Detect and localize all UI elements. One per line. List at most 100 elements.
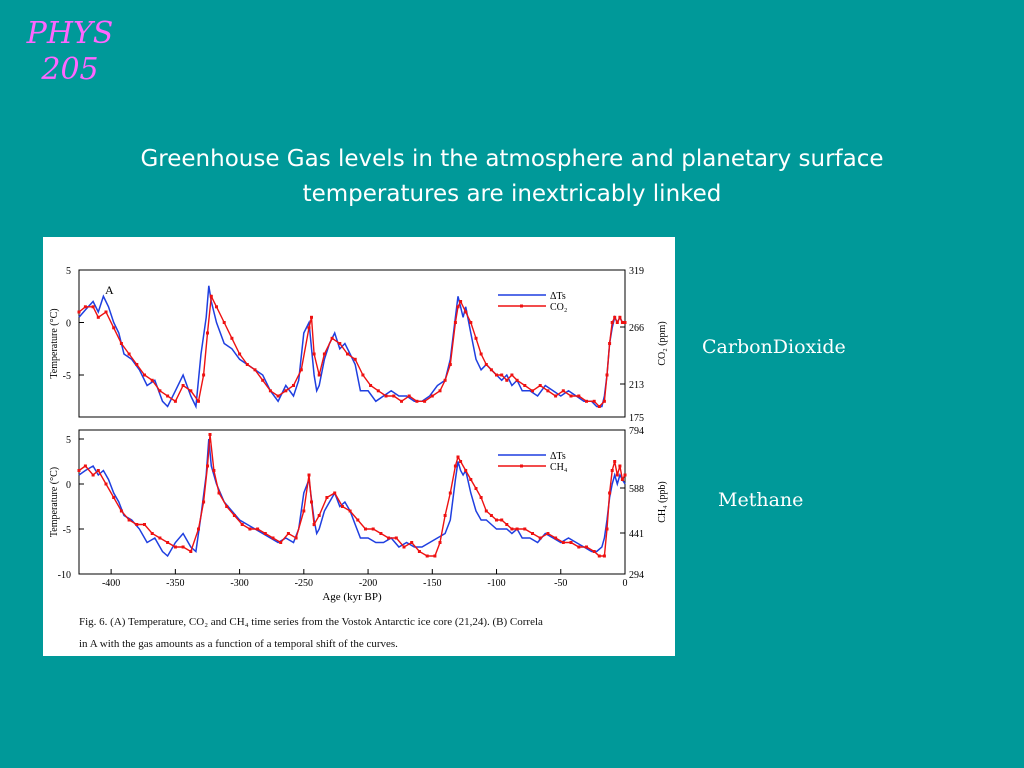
panel-1-gas-point: [515, 378, 519, 382]
panel-1-gas-point: [253, 368, 257, 372]
panel-2-gas-point: [387, 536, 391, 540]
panel-1-gas-point: [173, 399, 177, 403]
panel-1-gas-point: [206, 331, 209, 335]
panel-1-gas-point: [112, 326, 116, 330]
panel-1-gas-point: [484, 363, 488, 366]
panel-2-gas-point: [112, 496, 116, 499]
panel-2-gas-point: [585, 545, 588, 549]
panel-1-gas-point: [392, 394, 396, 398]
panel-2-y2-tick-label: 441: [629, 529, 644, 540]
panel-2-gas-point: [310, 500, 313, 504]
panel-2-gas-point: [577, 545, 581, 549]
panel-2-gas-point: [433, 554, 437, 558]
panel-1-y-axis-label: Temperature (°C): [49, 308, 60, 378]
panel-2-gas-point: [364, 527, 367, 531]
panel-2-gas-point: [569, 541, 573, 544]
panel-2-gas-point: [286, 532, 290, 535]
panel-2-gas-point: [173, 545, 177, 549]
panel-1-y2-axis-label: CO₂ (ppm): [657, 321, 668, 365]
panel-2-gas-point: [96, 469, 100, 472]
panel-1-gas-point: [307, 326, 311, 330]
panel-2-gas-point: [438, 541, 442, 544]
panel-1-gas-point: [505, 378, 509, 382]
panel-2-gas-point: [225, 505, 229, 508]
panel-1-gas-point: [245, 363, 249, 366]
panel-1-gas-point: [546, 389, 550, 393]
panel-1-gas-point: [577, 394, 581, 398]
panel-2-gas-point: [379, 532, 383, 535]
logo-line-1: PHYS: [26, 16, 114, 51]
panel-2-gas-point: [613, 460, 617, 463]
panel-2-gas-point: [615, 473, 619, 477]
panel-1-gas-point: [602, 399, 606, 403]
panel-1-gas-point: [608, 342, 612, 345]
panel-2-gas-point: [425, 554, 429, 558]
panel-1-gas-point: [96, 315, 100, 319]
panel-2-gas-point: [402, 545, 406, 549]
panel-1-gas-point: [459, 300, 463, 303]
panel-1-gas-point: [384, 394, 388, 398]
panel-2-y-tick-label: -10: [58, 570, 71, 581]
panel-1-gas-point: [238, 352, 242, 356]
panel-1-gas-point: [181, 384, 185, 387]
panel-1-gas-point: [464, 310, 468, 314]
panel-1-gas-point: [189, 389, 193, 393]
panel-1-gas-point: [276, 394, 280, 398]
panel-1-gas-point: [83, 305, 87, 309]
panel-1-gas-point: [430, 394, 434, 398]
panel-2-gas-point: [515, 527, 519, 531]
panel-1-legend-label-2: CO₂: [550, 302, 567, 313]
panel-2-gas-point: [592, 550, 596, 553]
panel-1-gas-point: [209, 294, 213, 298]
panel-1-gas-point: [489, 368, 493, 372]
panel-2-gas-point: [448, 491, 452, 495]
figure-caption-line-2: in A with the gas amounts as a function …: [79, 638, 398, 650]
panel-2-gas-point: [371, 527, 375, 531]
panel-2-gas-point: [531, 532, 534, 535]
panel-2-gas-point: [325, 496, 329, 499]
figure-caption-line-1: Fig. 6. (A) Temperature, CO₂ and CH₄ tim…: [79, 616, 543, 628]
panel-2-gas-point: [417, 550, 421, 553]
panel-1-gas-point: [613, 315, 617, 319]
panel-2-gas-point: [479, 496, 483, 499]
panel-2-gas-point: [127, 518, 131, 522]
panel-2-gas-point: [143, 523, 146, 526]
panel-1-gas-point: [523, 384, 527, 387]
panel-2-gas-point: [348, 509, 352, 513]
panel-1-gas-point: [585, 399, 588, 403]
panel-1-gas-point: [338, 342, 342, 345]
panel-1-gas-point: [474, 336, 478, 340]
panel-2-y2-axis-label: CH₄ (ppb): [657, 481, 668, 523]
panel-1-gas-point: [569, 394, 573, 398]
panel-1-gas-point: [222, 321, 226, 324]
panel-2-x-tick-label: -250: [295, 578, 313, 589]
panel-1-gas-point: [369, 384, 373, 387]
panel-1-gas-point: [443, 378, 447, 382]
panel-2-gas-point: [410, 541, 414, 544]
panel-2-gas-point: [456, 455, 460, 459]
panel-2-gas-point: [271, 536, 275, 540]
panel-1-gas-point: [158, 389, 162, 393]
panel-2-gas-point: [443, 514, 447, 517]
panel-2-gas-point: [240, 523, 244, 526]
panel-1-gas-point: [202, 373, 206, 377]
panel-2-y2-tick-label: 294: [629, 570, 644, 581]
panel-2-x-tick-label: -350: [166, 578, 184, 589]
panel-1-gas-point: [531, 389, 534, 393]
panel-1-gas-point: [469, 321, 473, 324]
panel-1-gas-point: [438, 389, 442, 393]
panel-2-gas-point: [394, 536, 398, 540]
panel-1-gas-point: [620, 321, 624, 324]
panel-2-gas-point: [317, 514, 321, 517]
panel-2-frame: [78, 429, 626, 575]
panel-2-gas-point: [206, 464, 209, 468]
panel-1-gas-point: [500, 373, 504, 377]
panel-2-gas-point: [546, 532, 550, 535]
panel-2-gas-point: [464, 469, 468, 472]
panel-2-gas-point: [597, 554, 601, 558]
panel-2-gas-point: [279, 541, 283, 544]
panel-1-gas-point: [150, 378, 154, 382]
panel-2-legend-label-1: ΔTs: [550, 451, 566, 462]
panel-1-gas-point: [456, 305, 460, 309]
label-carbon-dioxide: CarbonDioxide: [702, 336, 846, 358]
